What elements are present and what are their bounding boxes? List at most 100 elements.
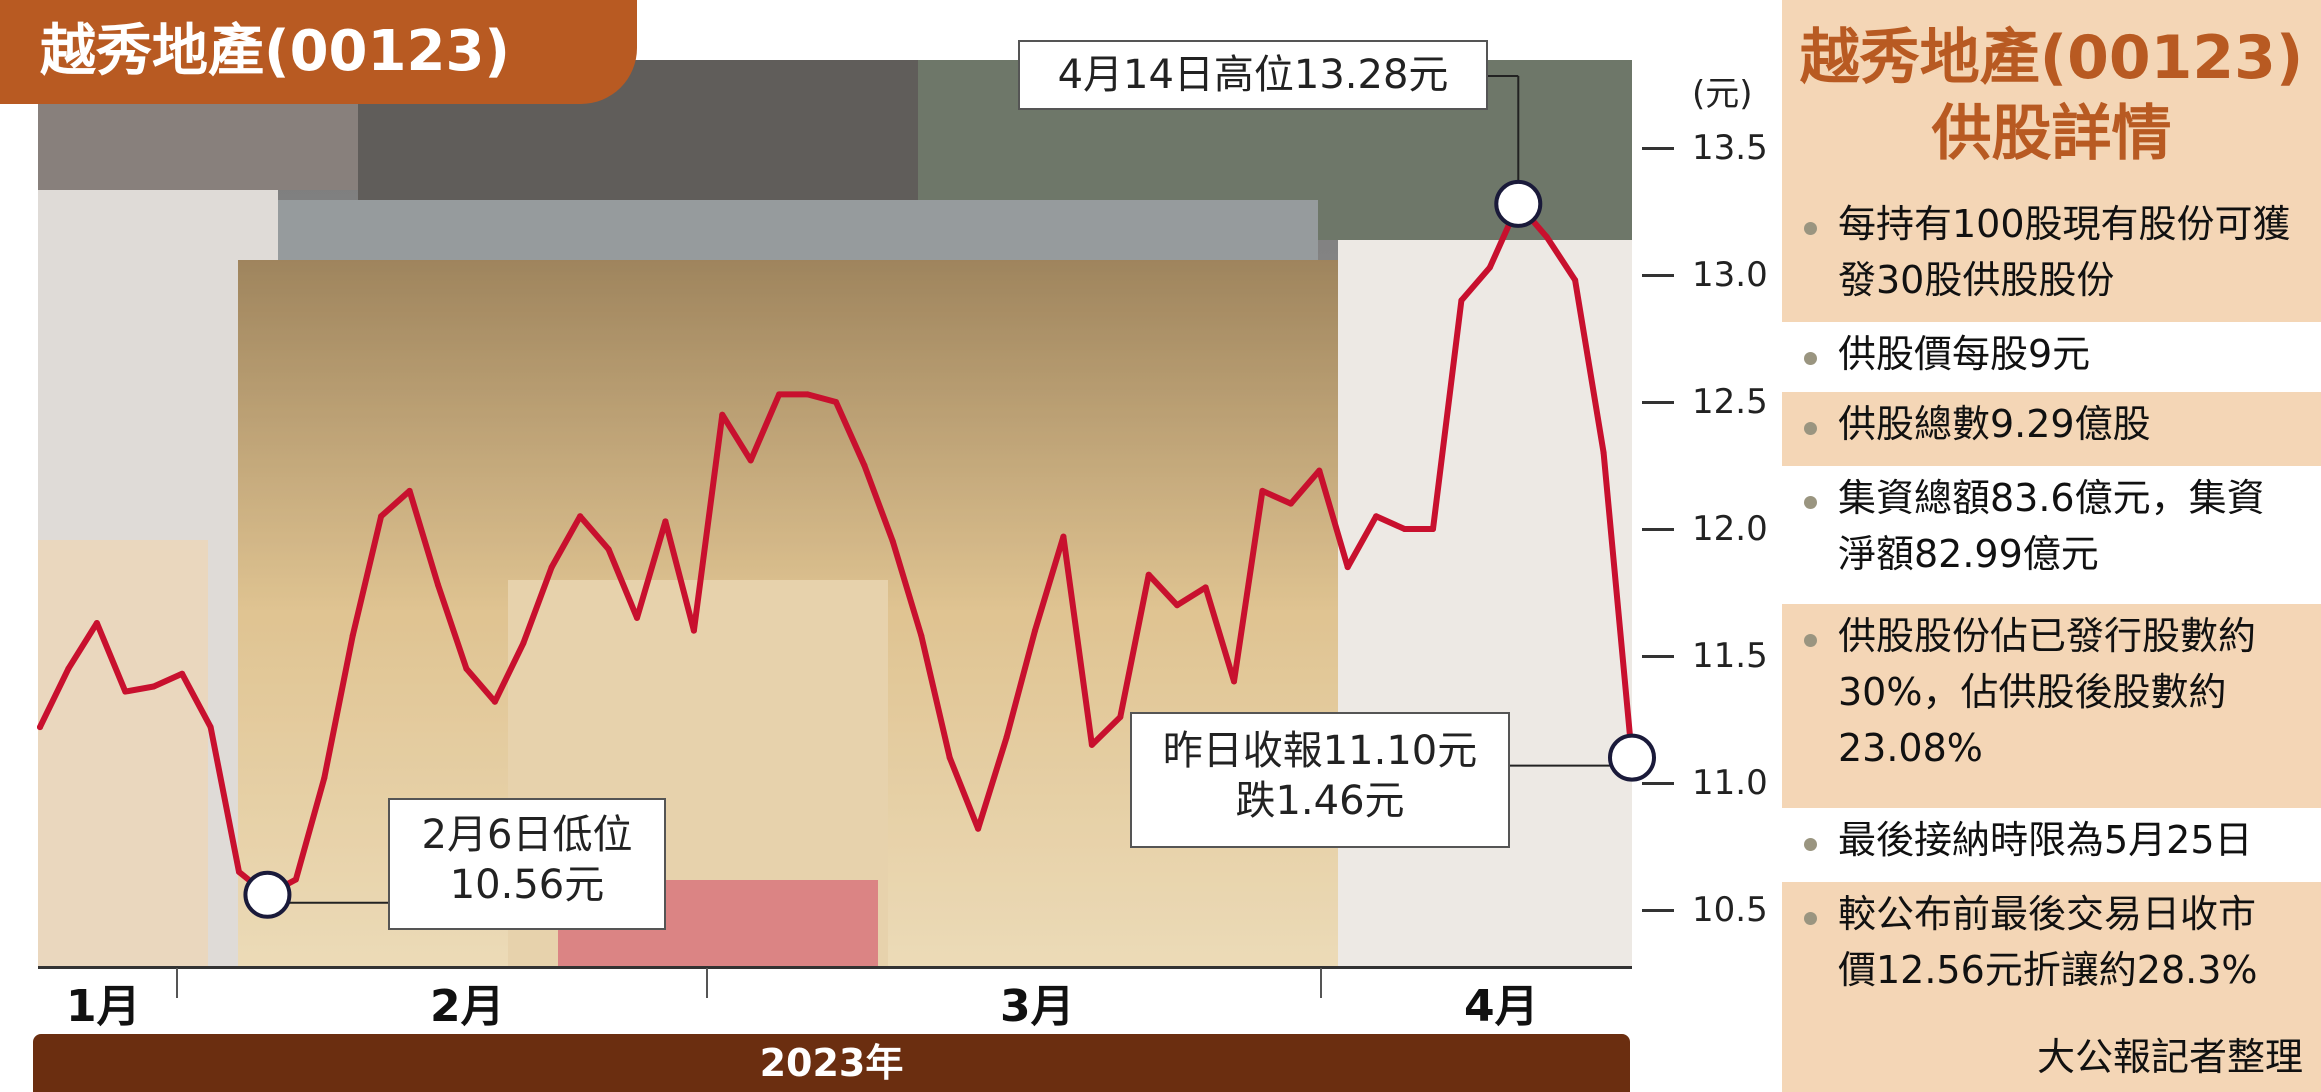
price-point (37, 724, 43, 731)
bullet-icon (1804, 422, 1817, 435)
panel-item: 供股總數9.29億股 (1782, 392, 2321, 466)
x-tick-mark (176, 968, 178, 998)
x-tick-mark (1320, 968, 1322, 998)
price-point (776, 391, 783, 398)
panel-item: 每持有100股現有股份可獲 發30股供股股份 (1782, 192, 2321, 322)
price-point (1032, 627, 1038, 634)
price-point (1287, 500, 1294, 507)
y-tick-mark (1642, 147, 1674, 150)
panel-item-text: 較公布前最後交易日收市 (1838, 892, 2257, 936)
panel-item-text: 供股價每股9元 (1838, 332, 2091, 376)
bullet-icon (1804, 912, 1817, 925)
low-annotation-date: 2月6日低位 (421, 812, 633, 858)
price-point (1373, 513, 1380, 520)
year-label: 2023年 (33, 1034, 1630, 1092)
price-point (833, 399, 839, 405)
close-annotation-change: 跌1.46元 (1235, 778, 1405, 824)
panel-title-line2: 供股詳情 (1931, 99, 2172, 169)
panel-item-text: 供股總數9.29億股 (1838, 402, 2151, 446)
price-point (1060, 533, 1067, 540)
y-tick-label: 12.0 (1692, 509, 1768, 549)
price-point (1572, 277, 1579, 284)
price-point (1344, 564, 1351, 571)
y-tick-label: 11.5 (1692, 636, 1768, 676)
price-point (1401, 526, 1408, 532)
panel-item-text: 30%，佔供股後股數約 (1838, 670, 2227, 714)
price-point (690, 627, 697, 634)
x-tick-label: 1月 (66, 981, 141, 1032)
price-point (1486, 264, 1493, 271)
price-point (719, 411, 726, 418)
price-point (406, 487, 413, 494)
price-point (1003, 734, 1010, 741)
y-tick-mark (1642, 528, 1674, 531)
highlight-markers (243, 179, 1656, 919)
price-point (946, 754, 953, 761)
panel-item-text: 最後接納時限為5月25日 (1838, 818, 2253, 862)
panel-title: 越秀地產(00123) 供股詳情 (1782, 0, 2321, 192)
panel-item-text: 集資總額83.6億元，集資 (1838, 476, 2265, 520)
bullet-icon (1804, 838, 1817, 851)
price-point (889, 538, 896, 545)
price-point (236, 868, 242, 875)
panel-item: 供股股份佔已發行股數約 30%，佔供股後股數約 23.08% (1782, 604, 2321, 808)
price-point (1231, 678, 1237, 685)
price-point (634, 614, 640, 621)
price-point (378, 513, 385, 520)
price-point (1202, 584, 1209, 591)
y-tick-mark (1642, 782, 1674, 785)
panel-item-text: 供股股份佔已發行股數約 (1838, 614, 2257, 658)
rights-issue-panel: 越秀地產(00123) 供股詳情 每持有100股現有股份可獲 發30股供股股份 … (1782, 0, 2321, 1092)
price-point (1145, 571, 1152, 578)
low-annotation: 2月6日低位 10.56元 (388, 798, 666, 930)
panel-item: 最後接納時限為5月25日 (1782, 808, 2321, 882)
x-tick-label: 2月 (430, 981, 505, 1032)
source-credit: 大公報記者整理 (1782, 1022, 2321, 1092)
callout-leaders (287, 75, 1610, 904)
y-tick-label: 13.5 (1692, 128, 1768, 168)
price-point (491, 698, 498, 705)
high-annotation: 4月14日高位13.28元 (1018, 40, 1488, 110)
price-point (975, 825, 982, 832)
bullet-icon (1804, 496, 1817, 509)
price-point (918, 632, 925, 639)
panel-item-text: 每持有100股現有股份可獲 (1838, 202, 2291, 246)
x-tick-mark (706, 968, 708, 998)
y-axis-unit: (元) (1692, 74, 1753, 114)
y-tick-mark (1642, 274, 1674, 277)
close-marker (1608, 733, 1656, 782)
price-point (1600, 449, 1607, 456)
price-point (463, 665, 470, 672)
bullet-icon (1804, 222, 1817, 235)
price-point (93, 619, 100, 626)
y-tick-mark (1642, 401, 1674, 404)
panel-item: 集資總額83.6億元，集資 淨額82.99億元 (1782, 466, 2321, 604)
price-point (1430, 526, 1436, 532)
price-point (520, 640, 527, 647)
price-points (37, 200, 1635, 898)
price-point (1458, 297, 1465, 304)
x-tick-label: 4月 (1464, 981, 1539, 1032)
low-marker (243, 870, 292, 919)
y-tick-mark (1642, 655, 1674, 658)
price-point (292, 876, 299, 883)
bullet-icon (1804, 352, 1817, 365)
price-point (577, 513, 584, 520)
price-point (1174, 602, 1181, 609)
price-point (65, 665, 72, 672)
bullet-icon (1804, 634, 1817, 647)
price-point (179, 670, 186, 677)
y-tick-label: 12.5 (1692, 382, 1768, 422)
price-point (548, 564, 555, 571)
price-point (1117, 713, 1124, 720)
price-point (1259, 487, 1266, 494)
close-annotation: 昨日收報11.10元 跌1.46元 (1130, 712, 1510, 848)
panel-item-text: 價12.56元折讓約28.3% (1838, 948, 2258, 992)
close-annotation-price: 昨日收報11.10元 (1162, 728, 1478, 774)
price-point (321, 774, 328, 781)
price-point (349, 632, 356, 639)
price-point (662, 518, 669, 525)
x-axis-line (38, 966, 1632, 969)
panel-title-line1: 越秀地產(00123) (1799, 23, 2304, 93)
